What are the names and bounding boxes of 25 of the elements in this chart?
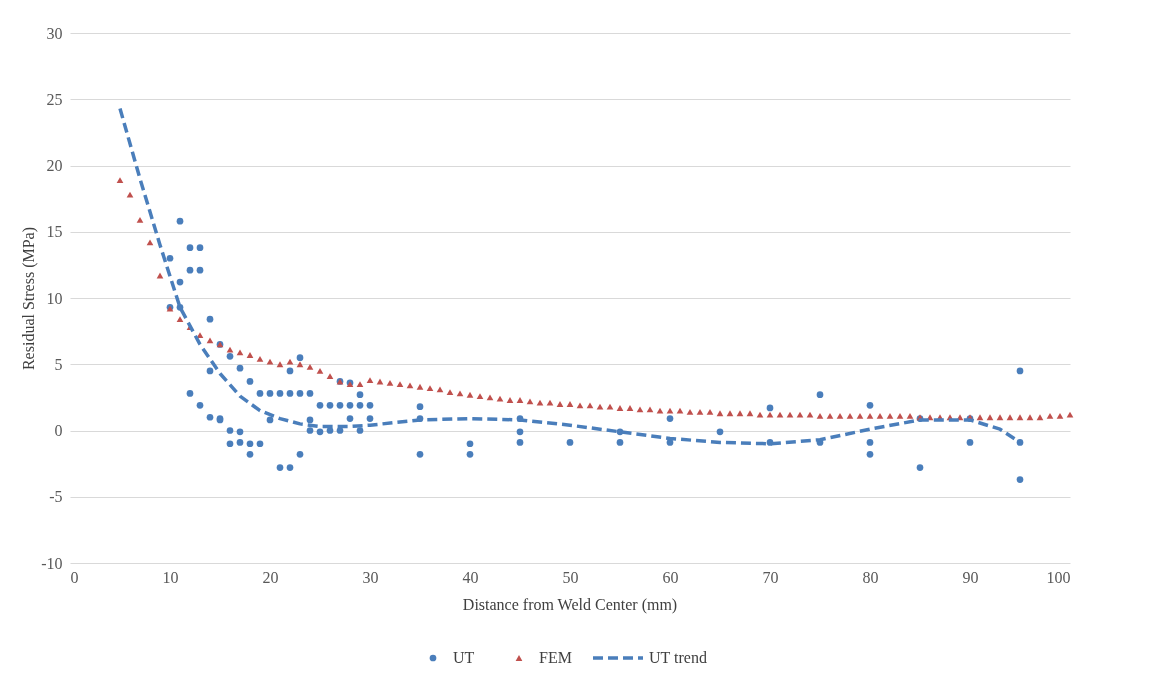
x-tick-label: 100	[1046, 568, 1071, 586]
y-tick-label: 5	[54, 355, 63, 373]
y-tick-label: 0	[54, 422, 63, 439]
x-tick-label: 50	[562, 568, 579, 586]
y-axis-title: Residual Stress (MPa)	[20, 226, 39, 371]
x-tick-label: 70	[762, 568, 779, 586]
x-tick-label: 80	[862, 568, 879, 586]
legend-label: UT	[453, 649, 475, 666]
x-tick-label: 60	[662, 568, 679, 586]
y-tick-label: 25	[46, 90, 63, 108]
legend-label: UT trend	[649, 649, 707, 666]
x-tick-label: 10	[162, 568, 179, 586]
legend-label: FEM	[539, 649, 572, 666]
x-tick-label: 90	[962, 568, 979, 586]
y-tick-label: -10	[41, 554, 63, 572]
y-tick-label: -5	[49, 488, 63, 506]
y-tick-label: 15	[46, 223, 63, 241]
x-tick-label: 20	[262, 568, 279, 586]
x-tick-label: 40	[462, 568, 479, 586]
x-tick-label: 0	[70, 568, 79, 586]
y-tick-label: 10	[46, 289, 63, 307]
y-tick-label: 20	[46, 157, 63, 174]
x-tick-label: 30	[362, 568, 379, 586]
x-axis-title: Distance from Weld Center (mm)	[462, 596, 678, 614]
y-tick-label: 30	[46, 24, 63, 42]
